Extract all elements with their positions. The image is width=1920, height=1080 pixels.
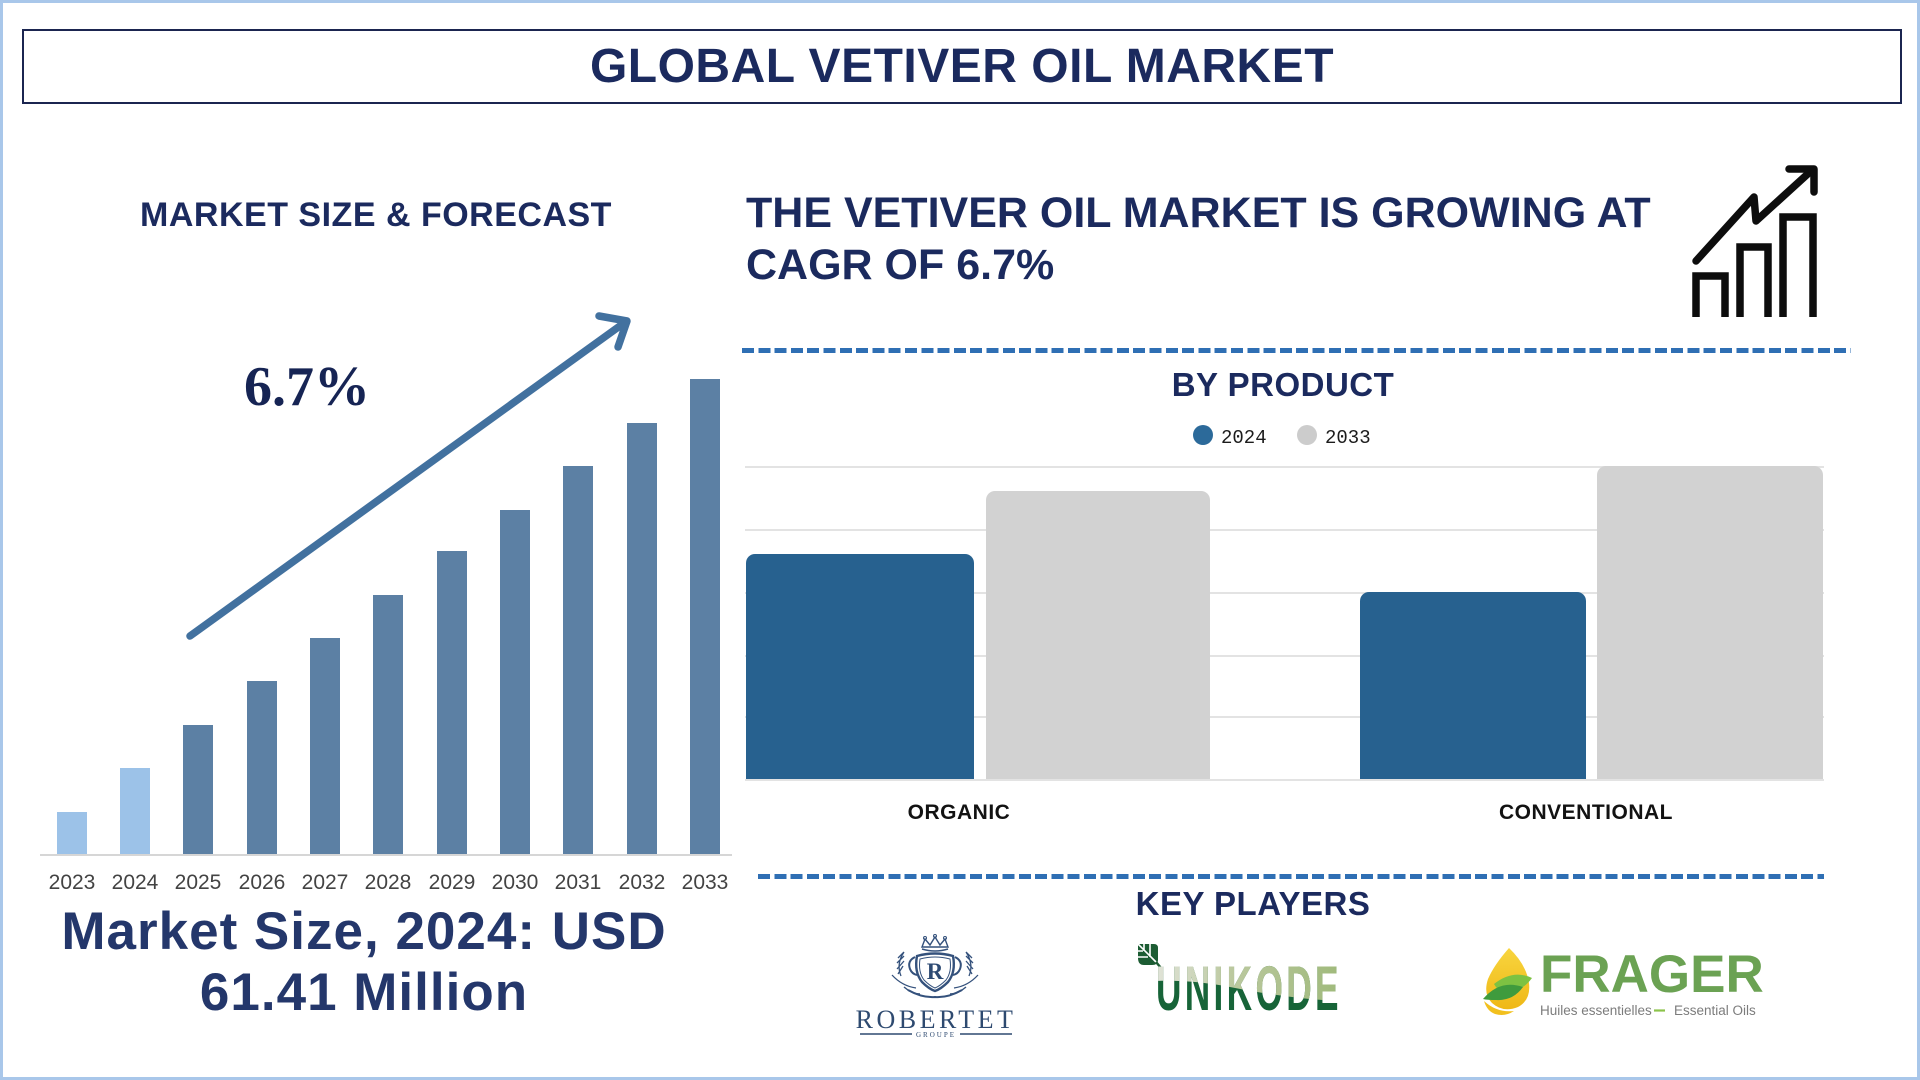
svg-text:Essential Oils: Essential Oils [1674,1003,1756,1018]
svg-text:GROUPE: GROUPE [916,1031,956,1039]
svg-text:R: R [927,959,944,984]
svg-text:FRAGER: FRAGER [1540,945,1764,1004]
svg-text:UNIKODE: UNIKODE [1156,953,1339,1016]
svg-text:Huiles essentielles: Huiles essentielles [1540,1003,1652,1018]
svg-text:ROBERTET: ROBERTET [856,1005,1017,1034]
